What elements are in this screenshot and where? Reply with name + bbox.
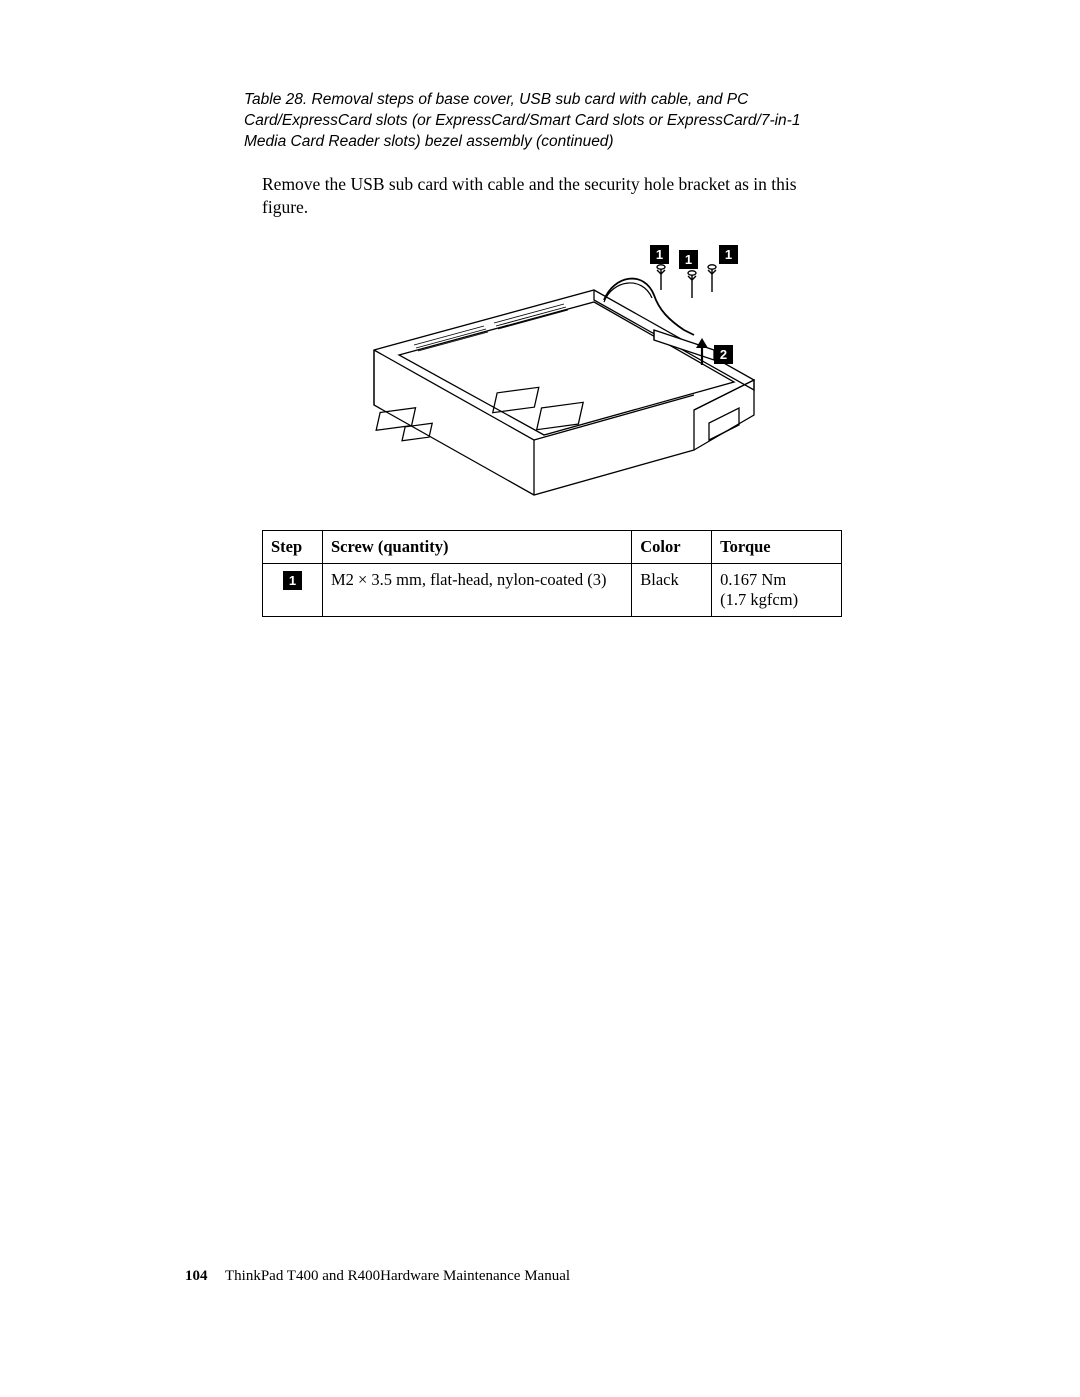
cell-screw: M2 × 3.5 mm, flat-head, nylon-coated (3): [322, 564, 631, 617]
th-color: Color: [632, 531, 712, 564]
callout-1b: 1: [679, 250, 698, 269]
screw-table: Step Screw (quantity) Color Torque 1 M2 …: [262, 530, 842, 617]
footer-title: ThinkPad T400 and R400Hardware Maintenan…: [225, 1268, 570, 1284]
cell-color: Black: [632, 564, 712, 617]
table-header-row: Step Screw (quantity) Color Torque: [263, 531, 842, 564]
table-row: 1 M2 × 3.5 mm, flat-head, nylon-coated (…: [263, 564, 842, 617]
torque-line2: (1.7 kgfcm): [720, 590, 798, 609]
torque-line1: 0.167 Nm: [720, 570, 786, 589]
callout-2: 2: [714, 345, 733, 364]
page-number: 104: [185, 1268, 208, 1284]
callout-1a: 1: [650, 245, 669, 264]
th-screw: Screw (quantity): [322, 531, 631, 564]
cell-torque: 0.167 Nm (1.7 kgfcm): [712, 564, 842, 617]
caption-prefix: Table 28.: [244, 91, 307, 108]
callout-1c: 1: [719, 245, 738, 264]
step-number-box: 1: [283, 571, 302, 590]
exploded-diagram: 1 1 1 2: [354, 240, 764, 500]
caption-suffix: (continued): [536, 133, 614, 150]
caption-text: Removal steps of base cover, USB sub car…: [244, 91, 800, 150]
page-footer: 104 ThinkPad T400 and R400Hardware Maint…: [185, 1268, 570, 1285]
th-step: Step: [263, 531, 323, 564]
instruction-text: Remove the USB sub card with cable and t…: [262, 173, 844, 220]
table-caption: Table 28. Removal steps of base cover, U…: [244, 90, 844, 153]
th-torque: Torque: [712, 531, 842, 564]
cell-step: 1: [263, 564, 323, 617]
